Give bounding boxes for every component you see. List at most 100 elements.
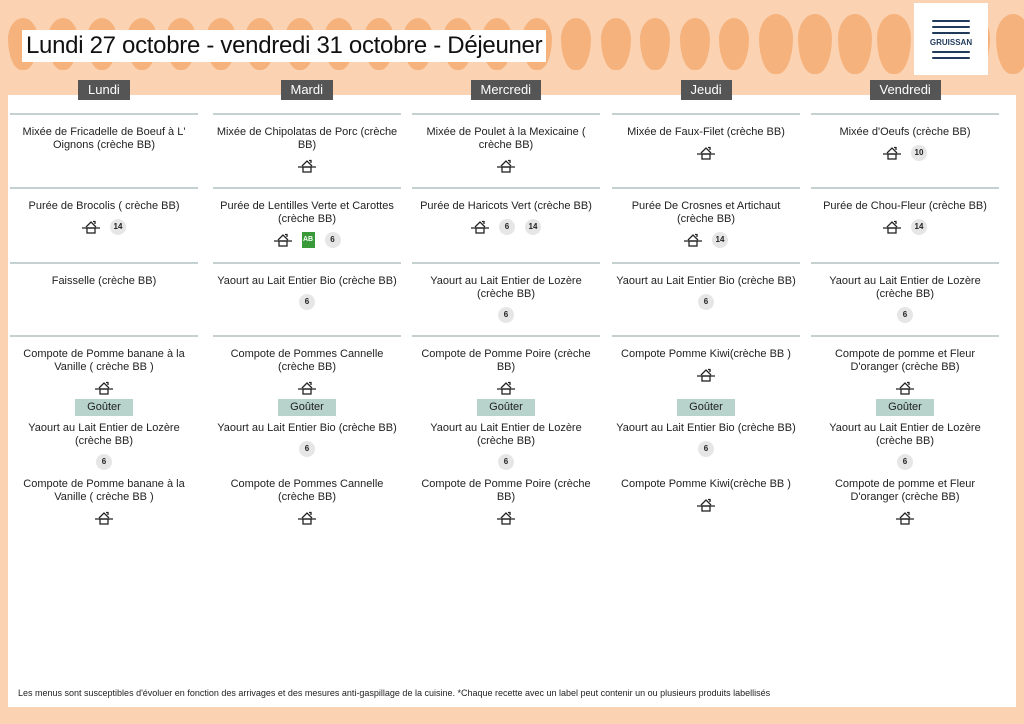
label-icons [811, 380, 999, 396]
gouter-label: Goûter [876, 399, 934, 416]
homemade-house-icon [273, 233, 292, 247]
menu-item: Compote de Pomme Poire (crèche BB) [412, 335, 600, 397]
allergen-badge: 6 [897, 454, 913, 470]
label-icons [213, 510, 401, 526]
menu-item: Mixée de Fricadelle de Boeuf à L' Oignon… [10, 113, 198, 187]
day-column: Mixée de Poulet à la Mexicaine ( crèche … [412, 113, 600, 526]
pear-shape [758, 14, 793, 74]
label-icons [612, 145, 800, 161]
label-icons: 6 [412, 454, 600, 470]
label-icons: 6 [811, 454, 999, 470]
label-icons: 6 [612, 441, 800, 457]
menu-item: Mixée de Chipolatas de Porc (crèche BB) [213, 113, 401, 187]
menu-item: Purée de Brocolis ( crèche BB) 14 [10, 187, 198, 262]
dish-name: Compote de Pomme Poire (crèche BB) [421, 348, 591, 373]
allergen-badge: 6 [698, 441, 714, 457]
menu-item: Mixée de Poulet à la Mexicaine ( crèche … [412, 113, 600, 187]
gouter-item: Yaourt au Lait Entier Bio (crèche BB) 6 [612, 422, 800, 478]
dish-name: Compote de pomme et Fleur D'oranger (crè… [834, 478, 975, 503]
gouter-label: Goûter [75, 399, 133, 416]
dish-name: Purée de Brocolis ( crèche BB) [28, 200, 180, 212]
day-tab-mardi: Mardi [280, 80, 334, 100]
homemade-house-icon [896, 511, 914, 525]
menu-item: Purée de Haricots Vert (crèche BB) 6 14 [412, 187, 600, 262]
gouter-item: Compote de Pomme banane à la Vanille ( c… [10, 478, 198, 526]
allergen-badge: 6 [498, 307, 514, 323]
menu-item: Purée De Crosnes et Artichaut (crèche BB… [612, 187, 800, 262]
pear-shape [877, 14, 911, 74]
gouter-item: Compote de Pommes Cannelle (crèche BB) [213, 478, 401, 526]
homemade-house-icon [497, 511, 515, 525]
dish-name: Compote de Pommes Cannelle (crèche BB) [230, 478, 384, 503]
label-icons [213, 158, 401, 174]
menu-item: Purée de Lentilles Verte et Carottes (cr… [213, 187, 401, 262]
allergen-badge: 14 [110, 219, 126, 235]
label-icons [412, 510, 600, 526]
dish-name: Purée de Haricots Vert (crèche BB) [420, 200, 592, 212]
menu-item: Yaourt au Lait Entier Bio (crèche BB) 6 [213, 262, 401, 335]
label-icons [10, 380, 198, 396]
label-icons [412, 158, 600, 174]
pear-shape [719, 18, 749, 70]
dish-name: Mixée de Fricadelle de Boeuf à L' Oignon… [22, 126, 186, 151]
gouter-label: Goûter [477, 399, 535, 416]
dish-name: Compote Pomme Kiwi(crèche BB ) [621, 348, 791, 360]
label-icons [412, 380, 600, 396]
dish-name: Yaourt au Lait Entier de Lozère (crèche … [430, 275, 582, 300]
dish-name: Yaourt au Lait Entier Bio (crèche BB) [616, 422, 796, 434]
homemade-house-icon [497, 381, 515, 395]
menu-item: Compote Pomme Kiwi(crèche BB ) [612, 335, 800, 397]
dish-name: Compote de pomme et Fleur D'oranger (crè… [834, 348, 975, 373]
menu-item: Yaourt au Lait Entier de Lozère (crèche … [412, 262, 600, 335]
menu-item: Compote de pomme et Fleur D'oranger (crè… [811, 335, 999, 397]
gouter-item: Yaourt au Lait Entier de Lozère (crèche … [10, 422, 198, 478]
gouter-item: Yaourt au Lait Entier Bio (crèche BB) 6 [213, 422, 401, 478]
footer-note: Les menus sont susceptibles d'évoluer en… [18, 688, 771, 698]
dish-name: Mixée d'Oeufs (crèche BB) [839, 126, 971, 138]
pear-shape [561, 18, 591, 70]
allergen-badge: 6 [299, 441, 315, 457]
dish-name: Purée de Chou-Fleur (crèche BB) [823, 200, 987, 212]
label-icons: 6 [10, 454, 198, 470]
pear-shape [837, 14, 872, 74]
page-title: Lundi 27 octobre - vendredi 31 octobre -… [22, 30, 547, 62]
day-tab-lundi: Lundi [78, 80, 130, 100]
dish-name: Mixée de Chipolatas de Porc (crèche BB) [216, 126, 398, 151]
menu-item: Yaourt au Lait Entier Bio (crèche BB) 6 [612, 262, 800, 335]
day-tab-mercredi: Mercredi [470, 80, 542, 100]
pear-shape [679, 18, 710, 70]
homemade-house-icon [82, 220, 100, 234]
pear-shape [600, 18, 631, 70]
day-column: Mixée de Faux-Filet (crèche BB) Purée De … [612, 113, 800, 513]
pear-shape [798, 14, 832, 74]
gouter-item: Compote de pomme et Fleur D'oranger (crè… [811, 478, 999, 526]
allergen-badge: 6 [499, 219, 515, 235]
dish-name: Yaourt au Lait Entier Bio (crèche BB) [217, 422, 397, 434]
allergen-badge: 14 [712, 232, 728, 248]
gruissan-logo: GRUISSAN [914, 3, 988, 75]
dish-name: Compote de Pomme Poire (crèche BB) [421, 478, 591, 503]
dish-name: Compote de Pomme banane à la Vanille ( c… [23, 478, 185, 503]
label-icons [612, 497, 800, 513]
label-icons [10, 158, 198, 174]
label-icons [612, 367, 800, 383]
menu-item: Compote de Pommes Cannelle (crèche BB) [213, 335, 401, 397]
label-icons: 6 [213, 441, 401, 457]
homemade-house-icon [883, 220, 901, 234]
dish-name: Yaourt au Lait Entier de Lozère (crèche … [829, 275, 981, 300]
homemade-house-icon [298, 159, 316, 173]
label-icons: 6 [412, 307, 600, 323]
label-icons [811, 510, 999, 526]
pear-shape [640, 18, 670, 70]
gouter-item: Compote Pomme Kiwi(crèche BB ) [612, 478, 800, 513]
allergen-badge: 6 [96, 454, 112, 470]
homemade-house-icon [684, 233, 702, 247]
menu-item: Mixée d'Oeufs (crèche BB) 10 [811, 113, 999, 187]
label-icons [213, 380, 401, 396]
menu-item: Faisselle (crèche BB) [10, 262, 198, 335]
allergen-badge: 6 [299, 294, 315, 310]
menu-item: Mixée de Faux-Filet (crèche BB) [612, 113, 800, 187]
day-column: Mixée de Chipolatas de Porc (crèche BB) P… [213, 113, 401, 526]
homemade-house-icon [497, 159, 515, 173]
homemade-house-icon [896, 381, 914, 395]
